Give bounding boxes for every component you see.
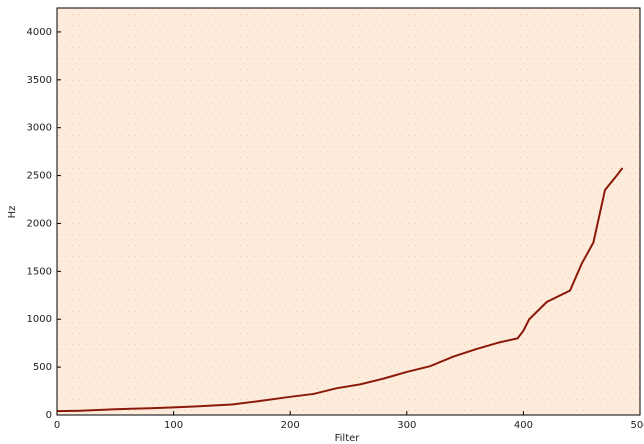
y-tick-label: 4000 xyxy=(27,27,52,38)
x-tick-label: 100 xyxy=(164,420,183,431)
y-tick-label: 3000 xyxy=(27,123,52,134)
x-tick-label: 0 xyxy=(54,420,60,431)
y-tick-label: 1000 xyxy=(27,314,52,325)
y-axis-label: Hz xyxy=(7,206,18,219)
y-tick-label: 0 xyxy=(46,410,52,421)
y-tick-label: 2500 xyxy=(27,171,52,182)
y-tick-label: 1500 xyxy=(27,266,52,277)
y-tick-label: 3500 xyxy=(27,75,52,86)
plot-texture xyxy=(57,8,640,415)
x-tick-label: 300 xyxy=(397,420,416,431)
x-axis-label: Filter xyxy=(335,433,361,444)
x-tick-label: 500 xyxy=(630,420,644,431)
chart: Filter Hz 050010001500200025003000350040… xyxy=(0,0,644,444)
x-tick-label: 400 xyxy=(514,420,533,431)
y-tick-label: 500 xyxy=(33,362,52,373)
x-tick-label: 200 xyxy=(281,420,300,431)
y-tick-label: 2000 xyxy=(27,218,52,229)
